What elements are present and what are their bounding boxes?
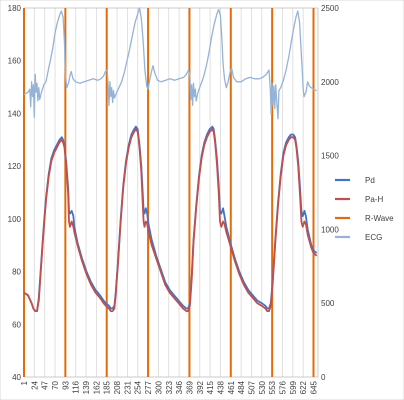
legend-label: R-Wave bbox=[365, 214, 394, 223]
y-left-tick-label: 80 bbox=[12, 268, 21, 277]
x-tick-label: 185 bbox=[103, 380, 112, 394]
x-tick-label: 438 bbox=[216, 380, 225, 394]
x-tick-label: 300 bbox=[154, 380, 163, 394]
y-right-tick-label: 1500 bbox=[321, 152, 339, 161]
x-tick-label: 139 bbox=[82, 380, 91, 394]
x-tick-label: 208 bbox=[113, 380, 122, 394]
legend-label: Pa-H bbox=[365, 195, 383, 204]
x-tick-label: 576 bbox=[278, 380, 287, 394]
x-tick-label: 1 bbox=[20, 380, 29, 385]
x-tick-label: 277 bbox=[144, 380, 153, 394]
x-tick-label: 346 bbox=[175, 380, 184, 394]
x-tick-label: 254 bbox=[134, 380, 143, 394]
y-left-tick-label: 40 bbox=[12, 373, 21, 382]
x-tick-label: 70 bbox=[51, 380, 60, 389]
legend: Pd Pa-H R-Wave ECG bbox=[335, 176, 394, 242]
series-lines bbox=[23, 7, 318, 312]
y-left-tick-label: 140 bbox=[8, 109, 22, 118]
x-tick-label: 392 bbox=[196, 380, 205, 394]
y-left-tick-label: 60 bbox=[12, 320, 21, 329]
x-tick-label: 599 bbox=[289, 380, 298, 394]
y-left-tick-label: 180 bbox=[8, 4, 22, 13]
x-tick-label: 461 bbox=[227, 380, 236, 394]
y-left-tick-label: 160 bbox=[8, 57, 22, 66]
series-line-pa-h bbox=[23, 128, 318, 312]
x-tick-label: 47 bbox=[41, 380, 50, 389]
x-tick-label: 415 bbox=[206, 380, 215, 394]
x-tick-label: 24 bbox=[30, 380, 39, 389]
x-tick-label: 369 bbox=[185, 380, 194, 394]
x-tick-label: 645 bbox=[310, 380, 319, 394]
x-tick-label: 622 bbox=[299, 380, 308, 394]
y-right-tick-label: 2000 bbox=[321, 78, 339, 87]
x-tick-label: 507 bbox=[247, 380, 256, 394]
axes: 40 60 80 100 120 140 160 180 0 500 1000 1500 2000 250… bbox=[8, 4, 340, 394]
legend-label: Pd bbox=[365, 176, 375, 185]
y-right-tick-label: 1000 bbox=[321, 225, 339, 234]
x-tick-label: 530 bbox=[258, 380, 267, 394]
legend-label: ECG bbox=[365, 233, 382, 242]
x-tick-label: 93 bbox=[61, 380, 70, 389]
x-tick-label: 116 bbox=[72, 380, 81, 393]
series-line-ecg bbox=[23, 7, 317, 120]
x-tick-label: 323 bbox=[165, 380, 174, 394]
y-right-tick-label: 2500 bbox=[321, 4, 339, 13]
y-left-tick-label: 100 bbox=[8, 215, 22, 224]
y-right-tick-label: 0 bbox=[321, 373, 326, 382]
x-tick-label: 231 bbox=[123, 380, 132, 394]
y-right-tick-label: 500 bbox=[321, 299, 335, 308]
r-wave-markers bbox=[23, 8, 315, 377]
x-tick-label: 484 bbox=[237, 380, 246, 394]
y-left-tick-label: 120 bbox=[8, 162, 22, 171]
x-tick-label: 162 bbox=[92, 380, 101, 394]
x-tick-label: 553 bbox=[268, 380, 277, 394]
